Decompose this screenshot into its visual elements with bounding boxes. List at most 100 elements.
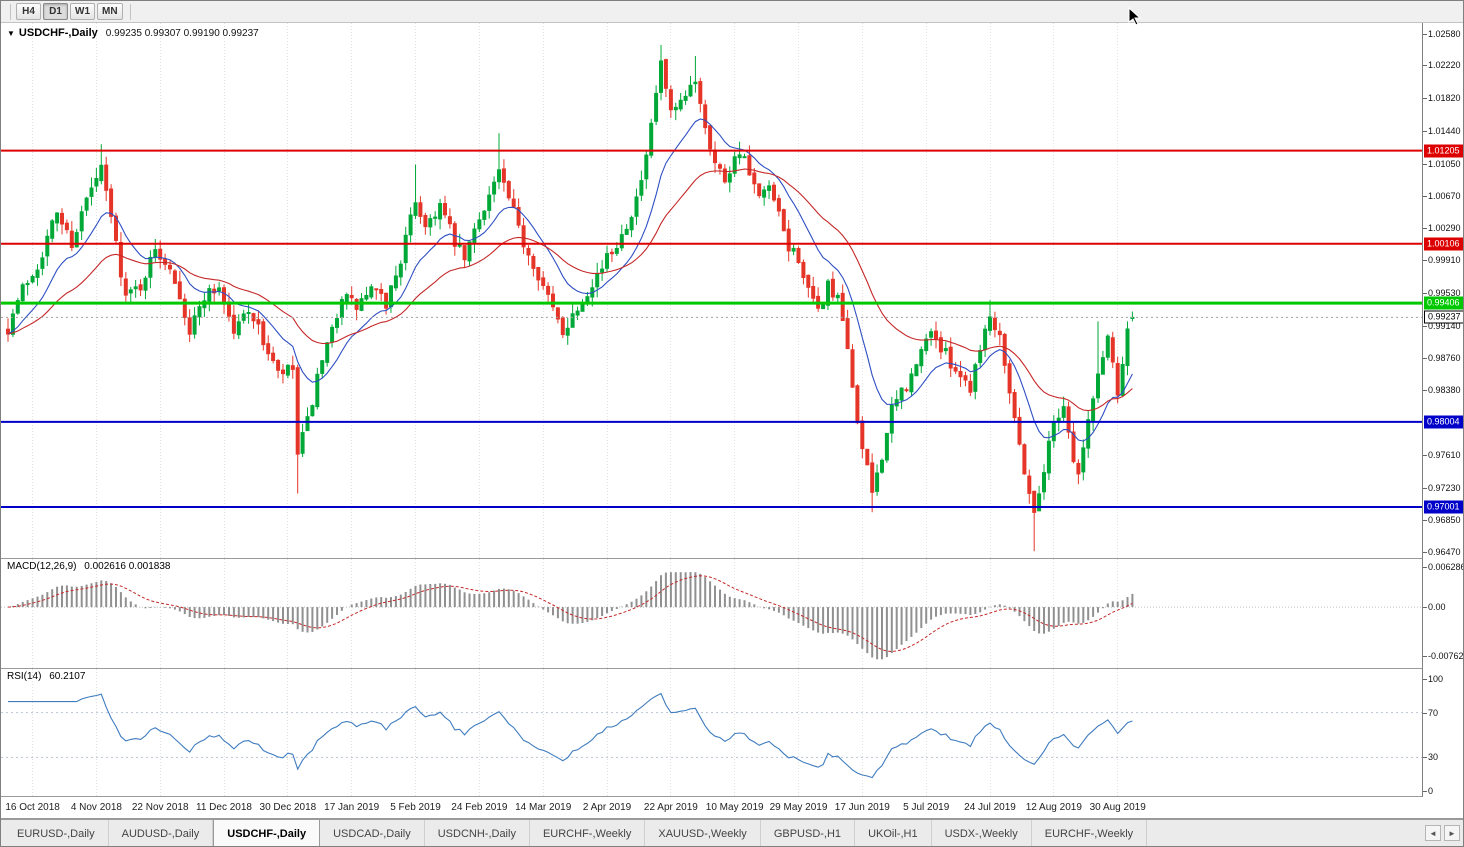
price-axis-tick [1423,455,1427,457]
toolbar-separator [10,3,11,20]
tab-gbpusd-h1[interactable]: GBPUSD-,H1 [761,820,856,846]
date-axis-label: 10 May 2019 [705,802,764,813]
price-axis-label: 0.98380 [1428,385,1461,396]
rsi-axis-label: 0 [1428,786,1434,796]
price-axis-tick [1423,487,1427,489]
price-level-chip: 1.00106 [1424,237,1463,251]
price-axis-label: 0.97610 [1428,450,1461,461]
rsi-pane[interactable]: RSI(14) 60.2107 [1,669,1422,796]
price-axis-label: 0.98760 [1428,352,1461,363]
date-axis-label: 22 Nov 2018 [131,802,189,813]
price-axis-tick [1423,228,1427,230]
timeframe-toolbar: H4 D1 W1 MN [1,1,1463,23]
price-axis-tick [1423,260,1427,262]
date-axis-label: 5 Feb 2019 [390,802,441,813]
price-axis-tick [1423,163,1427,165]
rsi-pane-canvas[interactable] [1,669,1422,796]
price-axis-tick [1423,130,1427,132]
rsi-indicator-value: 60.2107 [49,671,86,682]
tab-xauusd-weekly[interactable]: XAUUSD-,Weekly [645,820,761,846]
macd-indicator-name: MACD(12,26,9) [7,561,77,572]
date-axis-label: 11 Dec 2018 [196,802,252,813]
tab-usdcad-daily[interactable]: USDCAD-,Daily [320,820,425,846]
chart-tabs-group: EURUSD-,Daily AUDUSD-,Daily USDCHF-,Daily U… [4,819,1148,846]
price-axis-tick [1423,98,1427,100]
rsi-indicator-name: RSI(14) [7,671,42,682]
rsi-label: RSI(14) 60.2107 [7,671,85,682]
price-axis-label: 1.01050 [1428,158,1461,169]
price-axis-tick [1423,64,1427,66]
price-level-chip: 0.98004 [1424,415,1463,429]
time-axis[interactable]: 16 Oct 2018 4 Nov 2018 22 Nov 2018 11 Dec 2… [1,797,1422,819]
price-axis-tick [1423,195,1427,197]
macd-pane[interactable]: MACD(12,26,9) 0.002616 0.001838 [1,559,1422,668]
price-axis-label: 0.96850 [1428,514,1461,525]
rsi-axis-label: 30 [1428,752,1439,763]
tabs-scroll-right-button[interactable]: ► [1444,825,1460,841]
price-pane[interactable]: ▼ USDCHF-,Daily 0.99235 0.99307 0.99190 0.… [1,23,1422,558]
tab-eurchf-weekly[interactable]: EURCHF-,Weekly [1032,820,1148,846]
macd-axis-label: -0.00762 [1428,650,1464,661]
price-axis-tick [1423,325,1427,327]
tab-audusd-daily[interactable]: AUDUSD-,Daily [109,820,214,846]
macd-axis-tick [1423,607,1427,609]
price-axis-label: 0.99140 [1428,320,1461,331]
timeframe-button-w1[interactable]: W1 [70,3,95,20]
date-axis-label: 14 Mar 2019 [515,802,572,813]
price-axis-tick [1423,34,1427,35]
price-axis[interactable]: 1.02580 1.02220 1.01820 1.01440 1.01050 1.006… [1422,23,1464,797]
tab-eurusd-daily[interactable]: EURUSD-,Daily [4,820,109,846]
price-axis-tick [1423,390,1427,392]
price-axis-label: 0.99910 [1428,255,1461,266]
price-axis-label: 1.02580 [1428,29,1461,39]
rsi-axis-tick [1423,679,1427,680]
price-axis-tick [1423,357,1427,359]
macd-axis-label: 0.006286 [1428,561,1464,572]
tab-eurchf-weekly[interactable]: EURCHF-,Weekly [530,820,646,846]
macd-axis-label: 0.00 [1428,602,1446,613]
timeframe-button-h4[interactable]: H4 [16,3,41,20]
price-axis-tick [1423,519,1427,521]
date-axis-label: 24 Jul 2019 [964,802,1016,813]
date-axis-label: 12 Aug 2019 [1025,802,1082,813]
rsi-axis-label: 100 [1428,674,1444,684]
date-axis-label: 30 Aug 2019 [1089,802,1146,813]
date-axis-label: 5 Jul 2019 [903,802,950,813]
date-axis-label: 2 Apr 2019 [582,802,632,813]
timeframe-buttons-group: H4 D1 W1 MN [16,3,125,20]
date-axis-label: 30 Dec 2018 [259,802,317,813]
tab-usdchf-daily[interactable]: USDCHF-,Daily [213,819,321,846]
date-axis-label: 24 Feb 2019 [451,802,508,813]
rsi-axis-tick [1423,712,1427,714]
pane-divider[interactable] [1,558,1463,559]
price-axis-label: 0.96470 [1428,547,1461,557]
price-axis-tick [1423,292,1427,294]
price-axis-label: 1.00290 [1428,223,1461,234]
tabs-scroll-left-button[interactable]: ◄ [1425,825,1441,841]
date-axis-label: 17 Jun 2019 [834,802,890,813]
price-axis-label: 1.02220 [1428,59,1461,70]
date-axis-label: 29 May 2019 [769,802,828,813]
mouse-cursor-icon [1128,7,1141,26]
date-axis-label: 16 Oct 2018 [5,802,60,813]
rsi-axis-label: 70 [1428,707,1439,718]
price-pane-canvas[interactable] [1,23,1422,558]
pane-divider [1,796,1463,797]
macd-label: MACD(12,26,9) 0.002616 0.001838 [7,561,170,572]
price-axis-label: 1.01440 [1428,125,1461,136]
macd-axis-tick [1423,566,1427,568]
price-axis-label: 1.01820 [1428,93,1461,104]
pane-divider[interactable] [1,668,1463,669]
timeframe-button-d1[interactable]: D1 [43,3,68,20]
macd-pane-canvas[interactable] [1,559,1422,668]
timeframe-button-mn[interactable]: MN [97,3,123,20]
chart-tab-bar: EURUSD-,Daily AUDUSD-,Daily USDCHF-,Daily U… [1,819,1463,846]
date-axis-label: 22 Apr 2019 [643,802,698,813]
tab-ukoil-h1[interactable]: UKOil-,H1 [855,820,932,846]
symbol-dropdown-icon[interactable]: ▼ [7,29,15,38]
tab-usdcnh-daily[interactable]: USDCNH-,Daily [425,820,530,846]
tab-usdx-weekly[interactable]: USDX-,Weekly [932,820,1032,846]
price-level-chip: 1.01205 [1424,144,1463,158]
chart-symbol-label: USDCHF-,Daily [18,27,98,39]
